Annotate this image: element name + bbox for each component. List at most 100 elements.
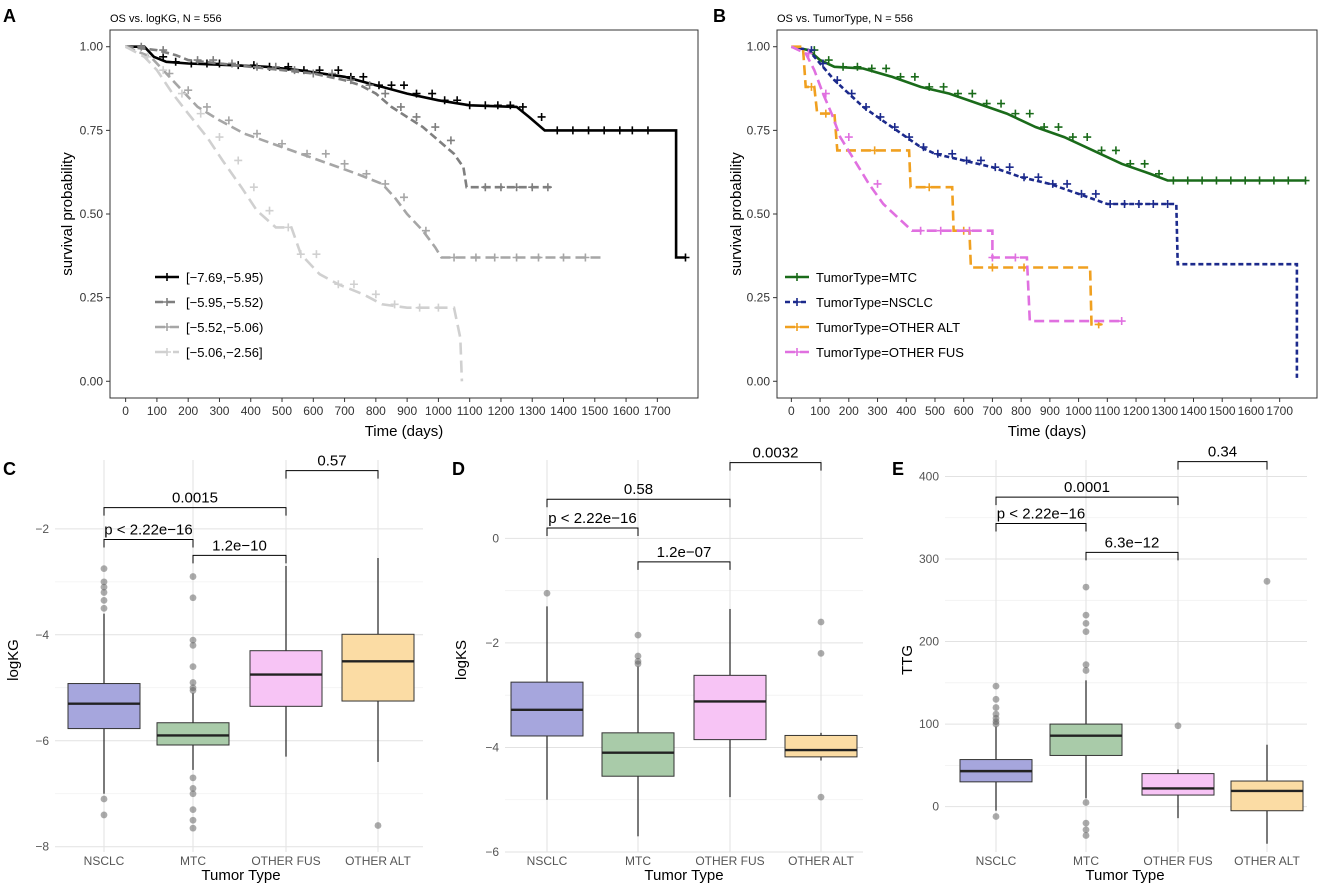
censor-mark (1048, 179, 1057, 188)
panel-letter-c: C (3, 459, 16, 479)
x-tick-label: 1200 (1123, 404, 1150, 418)
panel-letter-b: B (713, 6, 726, 26)
censor-mark (159, 46, 168, 55)
outlier-point (1174, 722, 1182, 730)
censor-mark (1040, 123, 1049, 132)
significance-bracket (546, 527, 639, 536)
censor-mark (481, 101, 490, 110)
p-value-label: p < 2.22e−16 (548, 510, 636, 527)
x-tick-label: 1600 (1238, 404, 1265, 418)
outlier-point (189, 785, 197, 792)
censor-mark (534, 253, 543, 262)
censor-mark (400, 81, 408, 90)
censor-mark (559, 253, 568, 262)
y-tick-label: −8 (35, 840, 49, 854)
censor-mark (873, 179, 882, 188)
censor-mark (334, 66, 343, 75)
censor-mark (253, 129, 261, 138)
outlier-point (100, 583, 108, 591)
censor-mark (137, 42, 146, 51)
censor-mark (374, 81, 383, 90)
censor-mark (824, 56, 833, 65)
survival-curve-0 (791, 45, 1306, 182)
outlier-point (634, 652, 642, 660)
p-value-label: 0.58 (624, 481, 653, 498)
censor-mark (381, 179, 390, 188)
censor-mark (1034, 173, 1043, 182)
y-tick-label: 0.50 (80, 207, 104, 221)
censor-mark (1083, 133, 1092, 142)
censor-mark (415, 303, 424, 312)
y-tick-label: 400 (919, 470, 939, 484)
censor-mark (371, 290, 380, 299)
censor-mark (249, 183, 258, 192)
censor-mark (568, 126, 577, 135)
censor-mark (1011, 253, 1020, 262)
panel-a-plot-frame (109, 29, 699, 399)
x-tick-label: OTHER FUS (1143, 854, 1212, 868)
panel-c-boxplot: −8 −6 −4 −2 NSCLC MTC OTHER FUS OTHER ALT p < 2.… (5, 453, 423, 884)
censor-mark (196, 109, 205, 118)
censor-mark (412, 112, 421, 121)
censor-mark (309, 69, 318, 78)
censor-mark (1106, 199, 1115, 208)
censor-mark (481, 183, 490, 192)
outlier-point (100, 795, 108, 803)
censor-mark (471, 253, 480, 262)
p-value-label: p < 2.22e−16 (997, 506, 1085, 523)
outlier-point (634, 660, 642, 668)
x-tick-label: 1400 (550, 404, 577, 418)
x-tick-label: 0 (788, 404, 795, 418)
outlier-point (189, 642, 197, 649)
outlier-point (1082, 832, 1090, 839)
censor-mark (365, 81, 374, 90)
x-tick-label: 900 (1040, 404, 1060, 418)
censor-mark (948, 149, 957, 158)
outlier-point (817, 793, 825, 801)
censor-mark (1111, 146, 1120, 155)
censor-mark (600, 126, 609, 135)
censor-mark (431, 123, 440, 132)
outlier-point (634, 631, 642, 639)
legend-label-2: TumorType=OTHER ALT (816, 320, 960, 335)
panel-letter-d: D (452, 459, 465, 479)
censor-mark (615, 126, 624, 135)
censor-mark (265, 206, 274, 215)
survival-curve-3 (124, 45, 464, 382)
x-tick-label: 600 (303, 404, 323, 418)
y-tick-label: 1.00 (747, 40, 771, 54)
p-value-label: 6.3e−12 (1105, 534, 1160, 551)
legend-label-2: [−5.52,−5.06) (186, 320, 263, 335)
x-tick-label: 1700 (1266, 404, 1293, 418)
x-tick-label: 200 (839, 404, 859, 418)
censor-mark (271, 62, 280, 71)
box-2 (249, 650, 323, 707)
outlier-point (189, 663, 197, 670)
p-value-label: 1.2e−07 (657, 544, 712, 561)
censor-mark (184, 86, 193, 95)
p-value-label: 0.0001 (1064, 479, 1110, 496)
x-tick-label: NSCLC (527, 854, 568, 868)
censor-mark (362, 169, 371, 178)
x-tick-label: 1000 (1065, 404, 1092, 418)
censor-mark (965, 226, 974, 235)
censor-mark (528, 183, 537, 192)
censor-mark (209, 56, 218, 65)
outlier-point (817, 649, 825, 657)
panel-letter-a: A (3, 6, 16, 26)
censor-mark (1149, 199, 1158, 208)
y-tick-label: −4 (35, 628, 49, 642)
legend-label-3: TumorType=OTHER FUS (816, 345, 964, 360)
box-3 (341, 633, 415, 702)
significance-bracket (729, 462, 822, 471)
censor-mark (936, 226, 945, 235)
panel-d-x-axis-label: Tumor Type (644, 867, 723, 884)
x-tick-label: 700 (982, 404, 1002, 418)
censor-mark (428, 89, 437, 98)
censor-mark (446, 136, 455, 145)
censor-mark (202, 102, 211, 111)
censor-mark (359, 72, 368, 81)
outlier-point (992, 682, 1000, 690)
panel-b-km-plot: OS vs. TumorType, N = 556 0 100 200 300 400 5… (728, 13, 1318, 440)
significance-bracket (103, 538, 194, 548)
